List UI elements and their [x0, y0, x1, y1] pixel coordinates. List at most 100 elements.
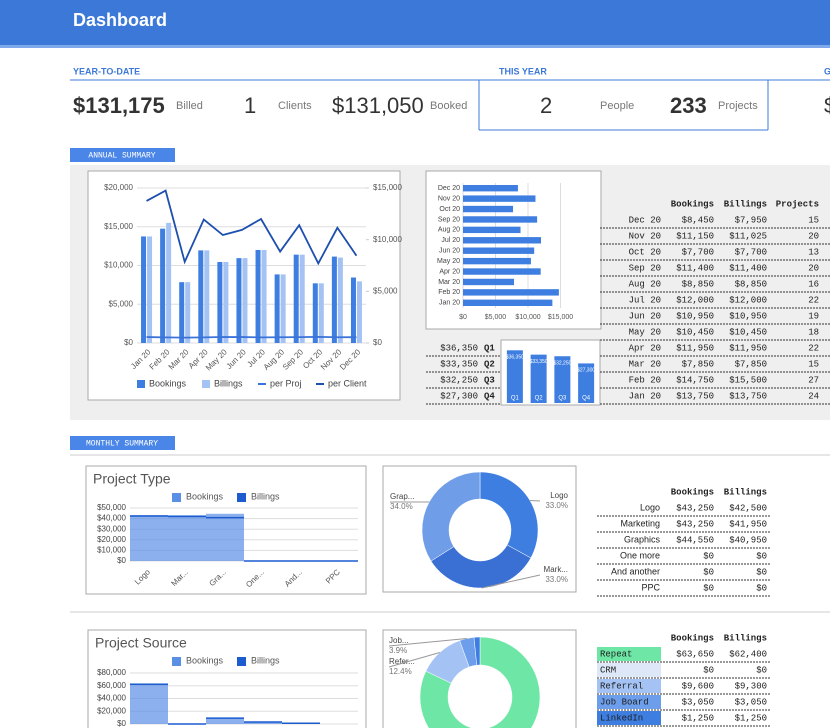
- line-series: [146, 189, 358, 266]
- area-step: [130, 515, 168, 561]
- bar: [356, 281, 362, 343]
- kpi-label: Clients: [278, 100, 312, 112]
- legend-swatch: [237, 493, 246, 502]
- kpi-label: Booked: [430, 100, 467, 112]
- y-tick-label: Nov 20: [438, 195, 460, 202]
- bar: [530, 354, 547, 403]
- slice-label: Grap...: [390, 492, 414, 501]
- y-tick-label: $0: [117, 556, 126, 565]
- y2-tick-label: $0: [373, 338, 382, 347]
- table-cell: $11,400: [676, 263, 714, 273]
- table-cell: $0: [756, 551, 767, 561]
- leader-line: [481, 574, 541, 589]
- table-cell: $0: [756, 583, 767, 593]
- kpi-section-label: G: [824, 66, 830, 76]
- slice-value: 12.4%: [389, 667, 412, 676]
- table-cell: $7,850: [682, 359, 714, 369]
- table-cell: Jan 20: [629, 391, 661, 401]
- table-cell: $8,850: [735, 279, 767, 289]
- bar: [166, 222, 172, 343]
- table-cell: Oct 20: [629, 247, 661, 257]
- section-title: MONTHLY SUMMARY: [86, 440, 158, 449]
- bar: [463, 205, 514, 213]
- table-cell: $15,500: [729, 375, 767, 385]
- table-cell: Repeat: [600, 649, 632, 659]
- donut-slice: [421, 471, 481, 562]
- table-cell: $0: [703, 551, 714, 561]
- table-cell: Sep 20: [629, 263, 661, 273]
- table-cell: 19: [808, 311, 819, 321]
- kpi-label: Billed: [176, 100, 203, 112]
- bar: [350, 277, 356, 343]
- bar: [223, 262, 229, 343]
- table-cell: $1,250: [735, 713, 767, 723]
- x-tick-label: $15,000: [548, 314, 573, 321]
- y-tick-label: Oct 20: [439, 206, 460, 213]
- bar: [337, 257, 343, 343]
- slice-label: Job...: [389, 636, 409, 645]
- legend-label: per Proj: [270, 378, 302, 388]
- table-cell: PPC: [641, 582, 660, 592]
- table-cell: $10,950: [676, 311, 714, 321]
- table-cell: $7,700: [735, 247, 767, 257]
- donut-slice: [430, 544, 532, 589]
- legend-swatch: [237, 657, 246, 666]
- y-tick-label: $0: [124, 338, 133, 347]
- table-cell: $3,050: [735, 697, 767, 707]
- table-cell: $40,950: [729, 535, 767, 545]
- quarter-label: Q4: [484, 391, 495, 401]
- legend-swatch: [172, 493, 181, 502]
- table-cell: $43,250: [676, 503, 714, 513]
- x-tick-label: Q4: [582, 396, 591, 402]
- table-cell: 15: [808, 215, 819, 225]
- quarter-value: $33,350: [440, 359, 478, 369]
- bar: [506, 350, 523, 403]
- bar: [261, 250, 267, 343]
- table-cell: $12,000: [676, 295, 714, 305]
- y-tick-label: $20,000: [97, 706, 126, 715]
- x-tick-label: Q2: [535, 396, 544, 402]
- y-tick-label: Jul 20: [441, 237, 460, 244]
- legend-label: Bookings: [186, 655, 224, 665]
- table-cell: $0: [703, 665, 714, 675]
- bar: [198, 250, 204, 343]
- table-cell: Jun 20: [629, 311, 661, 321]
- legend-label: Bookings: [186, 491, 224, 501]
- quarter-label: Q2: [484, 359, 495, 369]
- leader-line: [388, 652, 440, 668]
- table-header: Billings: [724, 633, 767, 643]
- y-tick-label: Jun 20: [439, 248, 460, 255]
- y-tick-label: Mar 20: [438, 279, 460, 286]
- quarter-value: $36,350: [440, 343, 478, 353]
- table-header: Billings: [724, 487, 767, 497]
- table-cell: $13,750: [729, 391, 767, 401]
- area-step: [168, 515, 206, 561]
- bar-value-label: $27,300: [577, 368, 595, 374]
- table-cell: $11,150: [676, 231, 714, 241]
- table-cell: Marketing: [620, 518, 660, 528]
- table-cell: $63,650: [676, 649, 714, 659]
- table-cell: $11,950: [676, 343, 714, 353]
- bar: [463, 247, 535, 254]
- row-label-cell: [597, 679, 661, 693]
- slice-value: 33.0%: [545, 501, 568, 510]
- table-cell: Job Board: [600, 697, 649, 707]
- table-cell: Graphics: [624, 534, 661, 544]
- y-tick-label: Apr 20: [439, 268, 460, 275]
- kpi-value: $131,050: [332, 93, 424, 118]
- legend-swatch: [172, 657, 181, 666]
- table-cell: 18: [808, 327, 819, 337]
- bar-value-label: $32,250: [553, 361, 571, 367]
- y-tick-label: $10,000: [97, 546, 126, 555]
- table-cell: Aug 20: [629, 279, 661, 289]
- quarter-value: $27,300: [440, 391, 478, 401]
- table-cell: $14,750: [676, 375, 714, 385]
- slice-value: 33.0%: [545, 575, 568, 584]
- bar: [463, 195, 536, 202]
- table-cell: $42,500: [729, 503, 767, 513]
- table-cell: $7,950: [735, 215, 767, 225]
- bar: [217, 262, 223, 343]
- table-cell: $12,000: [729, 295, 767, 305]
- table-cell: $0: [756, 567, 767, 577]
